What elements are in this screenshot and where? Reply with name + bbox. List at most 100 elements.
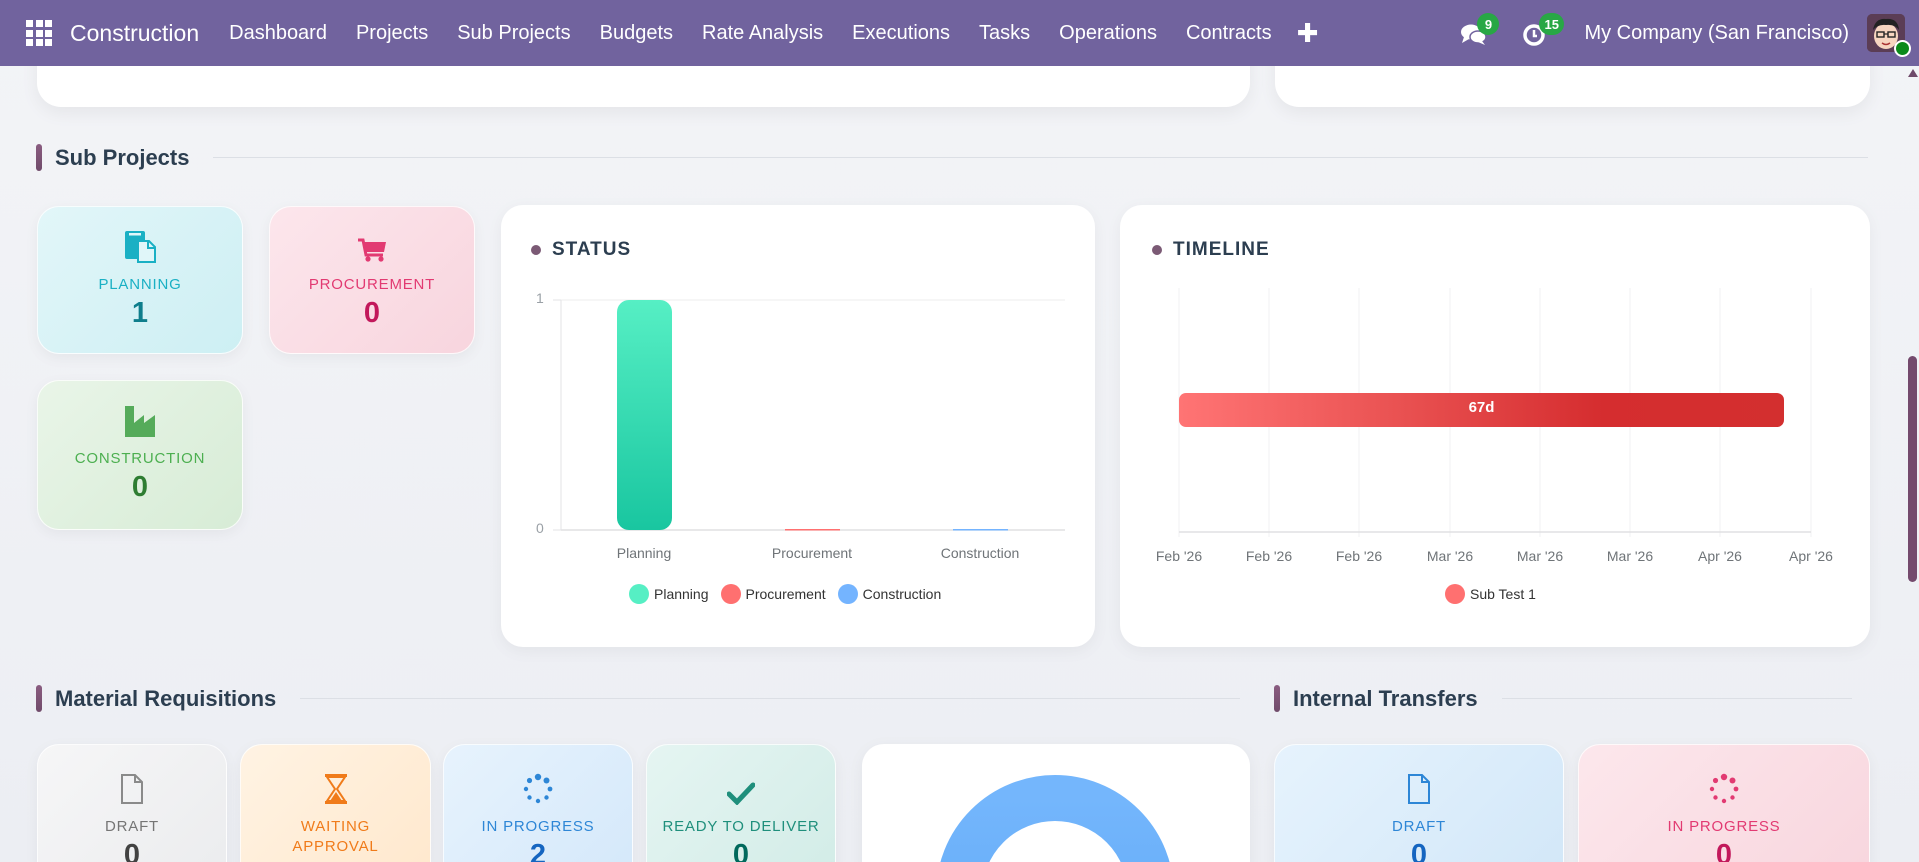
section-internal-transfers-header: Internal Transfers (1274, 685, 1852, 712)
section-divider (213, 157, 1869, 158)
plus-icon[interactable]: ✚ (1296, 18, 1319, 48)
legend-swatch (1445, 584, 1465, 604)
section-material-requisitions-header: Material Requisitions (36, 685, 1241, 712)
messages-count-badge: 9 (1477, 13, 1500, 35)
stat-card-construction[interactable]: CONSTRUCTION 0 (37, 380, 243, 530)
y-tick-0: 0 (536, 520, 544, 536)
stat-label: PROCUREMENT (308, 276, 436, 293)
stat-card-mr-ready-to-deliver[interactable]: READY TO DELIVER 0 (646, 744, 836, 862)
stat-label: IN PROGRESS (1667, 818, 1781, 835)
section-title: Internal Transfers (1293, 685, 1478, 711)
activities-count-badge: 15 (1539, 13, 1564, 35)
app-brand[interactable]: Construction (70, 19, 200, 46)
status-chart-card: STATUS 1 0 Planning Procurement Construc… (501, 205, 1095, 647)
stat-card-it-in-progress[interactable]: IN PROGRESS 0 (1578, 744, 1870, 862)
status-chart-title: STATUS (531, 239, 631, 261)
stat-card-planning[interactable]: PLANNING 1 (37, 206, 243, 354)
menu-dashboard[interactable]: Dashboard (229, 21, 327, 44)
stat-card-procurement[interactable]: PROCUREMENT 0 (269, 206, 475, 354)
legend-item-construction[interactable]: Construction (837, 584, 942, 604)
section-accent-bar (36, 144, 42, 171)
chart-title-text: TIMELINE (1173, 239, 1270, 260)
stat-value: 0 (241, 859, 430, 862)
hourglass-icon (241, 769, 430, 805)
stat-label: IN PROGRESS (481, 818, 595, 835)
stat-label: READY TO DELIVER (662, 818, 820, 835)
x-tick-procurement: Procurement (771, 545, 853, 561)
section-title: Material Requisitions (55, 685, 277, 711)
stat-card-mr-in-progress[interactable]: IN PROGRESS 2 (443, 744, 633, 862)
file-outline-icon (1275, 769, 1563, 805)
legend-label: Procurement (745, 586, 826, 602)
stat-card-mr-waiting-approval[interactable]: WAITING APPROVAL 0 (240, 744, 431, 862)
stat-label: WAITING APPROVAL (292, 818, 379, 855)
messages-button[interactable]: 9 (1460, 13, 1500, 49)
copy-file-icon (38, 227, 242, 263)
title-dot (531, 245, 541, 255)
stat-value: 0 (732, 839, 750, 862)
stat-value: 1 (131, 297, 149, 329)
bar-construction (953, 529, 1008, 531)
scroll-up-arrow[interactable] (1908, 69, 1918, 77)
cart-icon (270, 227, 474, 263)
industry-icon (38, 401, 242, 437)
legend-item-procurement[interactable]: Procurement (720, 584, 826, 604)
spinner-icon (1579, 769, 1869, 805)
legend-label: Sub Test 1 (1470, 586, 1536, 602)
x-tick: Feb '26 (1335, 548, 1383, 564)
activities-button[interactable]: 15 (1522, 13, 1564, 49)
status-bar-chart (553, 299, 1065, 531)
stat-card-mr-draft[interactable]: DRAFT 0 (37, 744, 227, 862)
menu-executions[interactable]: Executions (852, 21, 951, 44)
timeline-bar-sub-test-1 (1179, 393, 1784, 427)
legend-item-planning[interactable]: Planning (629, 584, 709, 604)
top-navbar: Construction Dashboard Projects Sub Proj… (0, 0, 1919, 66)
stat-value: 0 (123, 839, 141, 862)
timeline-gantt-chart (1178, 288, 1812, 537)
x-tick: Mar '26 (1516, 548, 1564, 564)
y-tick-1: 1 (536, 290, 544, 306)
menu-projects[interactable]: Projects (355, 21, 429, 44)
bar-planning (617, 300, 672, 530)
timeline-chart-title: TIMELINE (1152, 239, 1270, 261)
menu-contracts[interactable]: Contracts (1185, 21, 1272, 44)
legend-label: Construction (862, 586, 942, 602)
x-tick: Feb '26 (1155, 548, 1203, 564)
apps-grid-icon[interactable] (26, 20, 52, 46)
menu-operations[interactable]: Operations (1059, 21, 1157, 44)
section-sub-projects-header: Sub Projects (36, 144, 1869, 171)
stat-label: DRAFT (105, 818, 159, 835)
stat-value: 0 (363, 297, 381, 329)
section-accent-bar (1274, 685, 1280, 712)
x-tick: Apr '26 (1789, 548, 1833, 564)
legend-swatch (720, 584, 741, 604)
spinner-icon (444, 769, 632, 805)
stat-value: 2 (529, 839, 547, 862)
menu-sub-projects[interactable]: Sub Projects (457, 21, 571, 44)
status-chart-legend: Planning Procurement Construction (629, 584, 953, 604)
x-tick: Mar '26 (1426, 548, 1474, 564)
stat-value: 0 (1715, 839, 1733, 862)
menu-tasks[interactable]: Tasks (979, 21, 1031, 44)
title-dot (1152, 245, 1162, 255)
chart-title-text: STATUS (552, 239, 632, 260)
stat-value: 0 (131, 471, 149, 503)
user-avatar[interactable] (1867, 14, 1911, 57)
x-tick-planning: Planning (616, 545, 672, 561)
legend-swatch (629, 584, 649, 604)
stat-card-it-draft[interactable]: DRAFT 0 (1274, 744, 1564, 862)
menu-budgets[interactable]: Budgets (599, 21, 673, 44)
company-switcher[interactable]: My Company (San Francisco) (1584, 21, 1849, 44)
stat-label: CONSTRUCTION (74, 450, 206, 467)
x-tick: Feb '26 (1245, 548, 1293, 564)
menu-rate-analysis[interactable]: Rate Analysis (702, 21, 824, 44)
file-outline-icon (38, 769, 226, 805)
check-icon (647, 769, 835, 805)
stat-label: DRAFT (1392, 818, 1446, 835)
scrollbar-thumb[interactable] (1908, 356, 1917, 582)
timeline-chart-card: TIMELINE 67d Feb '26 Feb '26 Feb '26 Mar… (1120, 205, 1870, 647)
legend-label: Planning (654, 586, 709, 602)
online-status-dot (1894, 40, 1911, 57)
legend-item-sub-test-1[interactable]: Sub Test 1 (1445, 584, 1536, 604)
bar-procurement (785, 529, 840, 531)
